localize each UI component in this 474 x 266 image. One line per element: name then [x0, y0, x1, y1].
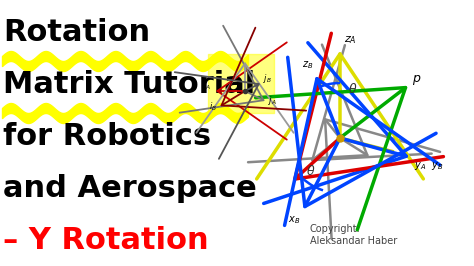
Text: – Y Rotation: – Y Rotation	[3, 226, 209, 255]
Text: $i_B$: $i_B$	[209, 101, 217, 113]
Text: Copyright:
Aleksandar Haber: Copyright: Aleksandar Haber	[310, 225, 397, 246]
Text: $x_B$: $x_B$	[288, 214, 301, 226]
Text: Matrix Tutorial: Matrix Tutorial	[3, 70, 255, 99]
Text: and Aerospace: and Aerospace	[3, 174, 257, 203]
Text: $\theta$: $\theta$	[306, 164, 315, 178]
Text: for Robotics: for Robotics	[3, 122, 211, 151]
Text: Rotation: Rotation	[3, 18, 150, 47]
Text: $y_A$  $y_B$: $y_A$ $y_B$	[414, 160, 444, 172]
Text: $z_B$: $z_B$	[301, 60, 313, 71]
Text: $z_A$: $z_A$	[344, 34, 356, 46]
Text: $\theta$: $\theta$	[348, 82, 357, 96]
Text: $j_B$: $j_B$	[263, 72, 272, 85]
Text: $i_A$: $i_A$	[203, 80, 211, 93]
Text: $p$: $p$	[412, 73, 421, 87]
Text: $j_A$: $j_A$	[268, 94, 277, 107]
